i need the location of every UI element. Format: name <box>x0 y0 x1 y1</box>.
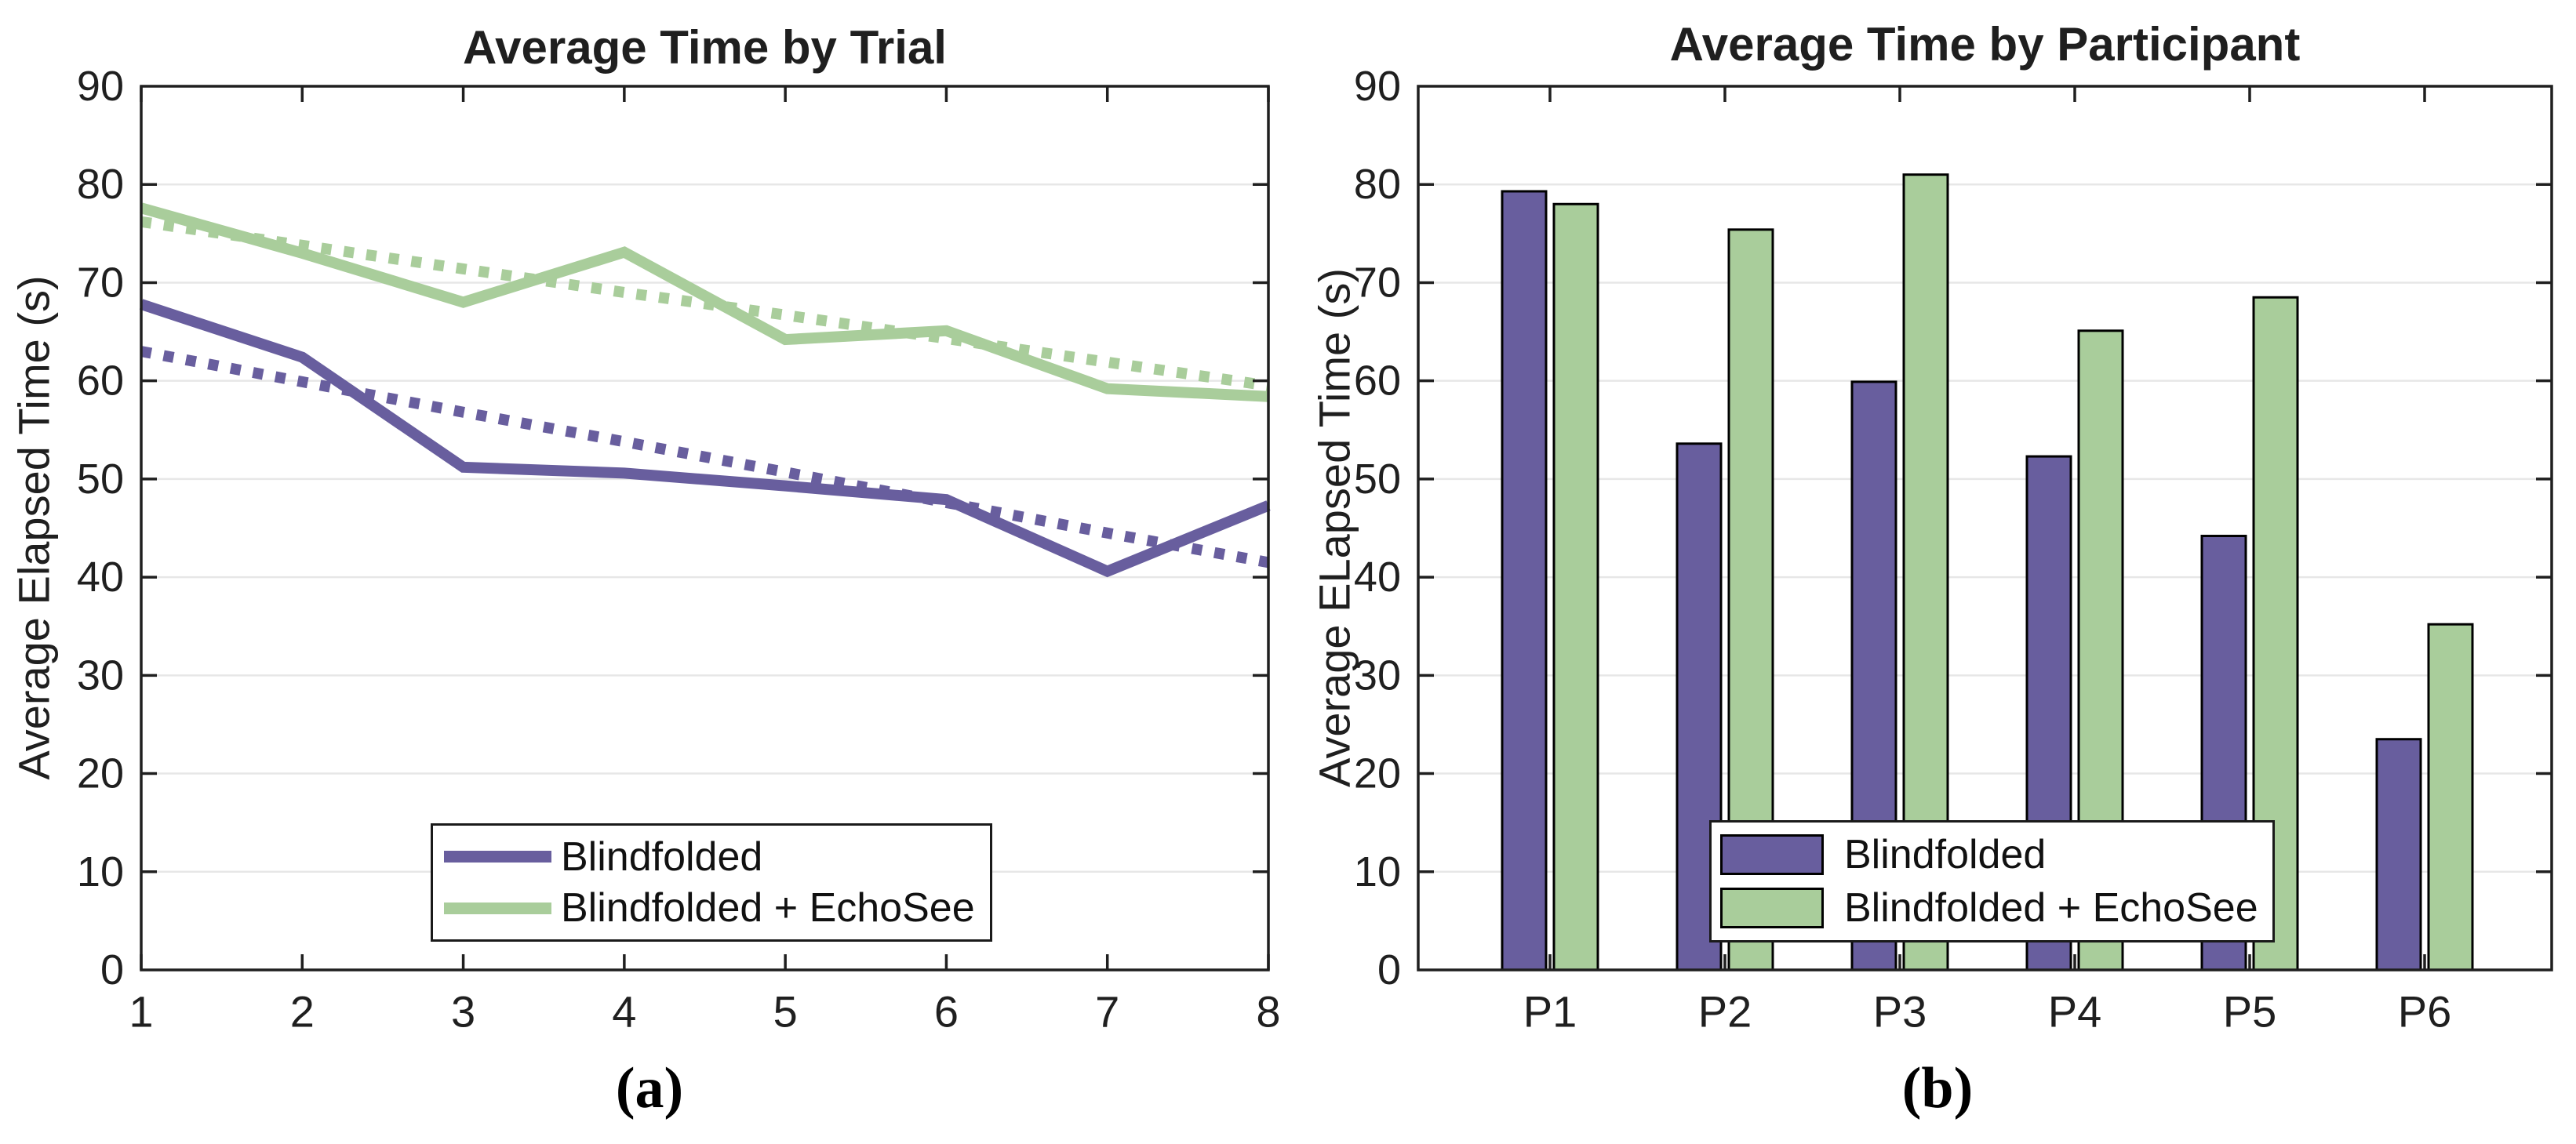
y-tick-label: 0 <box>1377 946 1401 993</box>
y-tick-label: 70 <box>77 259 124 306</box>
y-tick-label: 80 <box>77 161 124 208</box>
x-tick-label: 3 <box>451 987 475 1037</box>
x-tick-label: P1 <box>1523 987 1577 1037</box>
participant-y-axis-label: Average ELapsed Time (s) <box>1309 268 1359 787</box>
blindfolded-line-swatch <box>444 851 551 863</box>
x-tick-label: P5 <box>2223 987 2277 1037</box>
legend-label: Blindfolded + EchoSee <box>1844 884 2258 931</box>
series-dotted-echosee <box>140 216 1270 391</box>
trial-chart-title: Average Time by Trial <box>463 21 947 74</box>
legend-label: Blindfolded <box>561 833 763 880</box>
y-tick-label: 80 <box>1354 161 1401 208</box>
y-tick-label: 60 <box>1354 358 1401 405</box>
participant-legend: Blindfolded Blindfolded + EchoSee <box>1709 820 2275 942</box>
y-tick-label: 50 <box>77 456 124 503</box>
y-tick-label: 40 <box>1354 554 1401 601</box>
legend-label: Blindfolded + EchoSee <box>561 885 975 932</box>
x-tick-label: 5 <box>773 987 798 1037</box>
plot-border <box>140 85 1270 971</box>
trial-y-axis-label: Average Elapsed Time (s) <box>9 275 59 780</box>
x-tick-label: P2 <box>1698 987 1752 1037</box>
legend-item-blindfolded: Blindfolded <box>1720 832 2272 878</box>
series-solid-echosee <box>140 202 1269 402</box>
x-tick-label: 7 <box>1095 987 1119 1037</box>
y-tick-label: 30 <box>1354 652 1401 699</box>
y-tick-label: 60 <box>77 358 124 405</box>
y-tick-label: 90 <box>77 63 124 110</box>
y-tick-label: 30 <box>77 652 124 699</box>
legend-item-blindfolded: Blindfolded <box>444 837 990 877</box>
subfigure-caption-a: (a) <box>615 1056 684 1120</box>
legend-item-echosee: Blindfolded + EchoSee <box>444 888 990 928</box>
bar-P6-blindfolded <box>2375 738 2422 971</box>
plot-border <box>1417 85 2553 971</box>
bar-P1-echosee <box>1552 202 1599 971</box>
y-tick-label: 10 <box>1354 848 1401 895</box>
trial-legend: Blindfolded Blindfolded + EchoSee <box>431 823 992 942</box>
y-tick-label: 40 <box>77 554 124 601</box>
x-tick-label: 2 <box>290 987 315 1037</box>
trial-line-chart: 0 10 20 30 40 50 60 70 80 90 1 2 3 4 5 6 7 8 <box>77 63 1281 1037</box>
y-tick-label: 70 <box>1354 259 1401 306</box>
blindfolded-bar-swatch <box>1720 834 1824 876</box>
x-tick-label: P4 <box>2048 987 2102 1037</box>
subfigure-caption-b: (b) <box>1901 1056 1974 1120</box>
legend-label: Blindfolded <box>1844 832 2047 878</box>
y-tick-label: 50 <box>1354 456 1401 503</box>
y-tick-label: 10 <box>77 848 124 895</box>
y-tick-label: 90 <box>1354 63 1401 110</box>
x-tick-label: 1 <box>129 987 153 1037</box>
y-tick-label: 20 <box>1354 750 1401 797</box>
y-tick-label: 20 <box>77 750 124 797</box>
x-tick-label: 8 <box>1256 987 1280 1037</box>
y-tick-label: 0 <box>100 946 124 993</box>
series-solid-blindfolded <box>139 299 1271 578</box>
bar-P6-echosee <box>2427 623 2474 971</box>
x-tick-label: 6 <box>934 987 959 1037</box>
x-tick-label: P6 <box>2398 987 2452 1037</box>
x-tick-label: 4 <box>612 987 636 1037</box>
participant-chart-title: Average Time by Participant <box>1669 18 2301 71</box>
series-dotted-blindfolded <box>140 346 1270 568</box>
echosee-bar-swatch <box>1720 887 1824 928</box>
bar-P1-blindfolded <box>1501 190 1548 971</box>
x-tick-label: P3 <box>1873 987 1927 1037</box>
participant-bar-chart: 0 10 20 30 40 50 60 70 80 90 P1 P2 P3 P4 P5 P6 <box>1354 63 2553 1037</box>
legend-item-echosee: Blindfolded + EchoSee <box>1720 884 2272 931</box>
echosee-line-swatch <box>444 902 551 914</box>
